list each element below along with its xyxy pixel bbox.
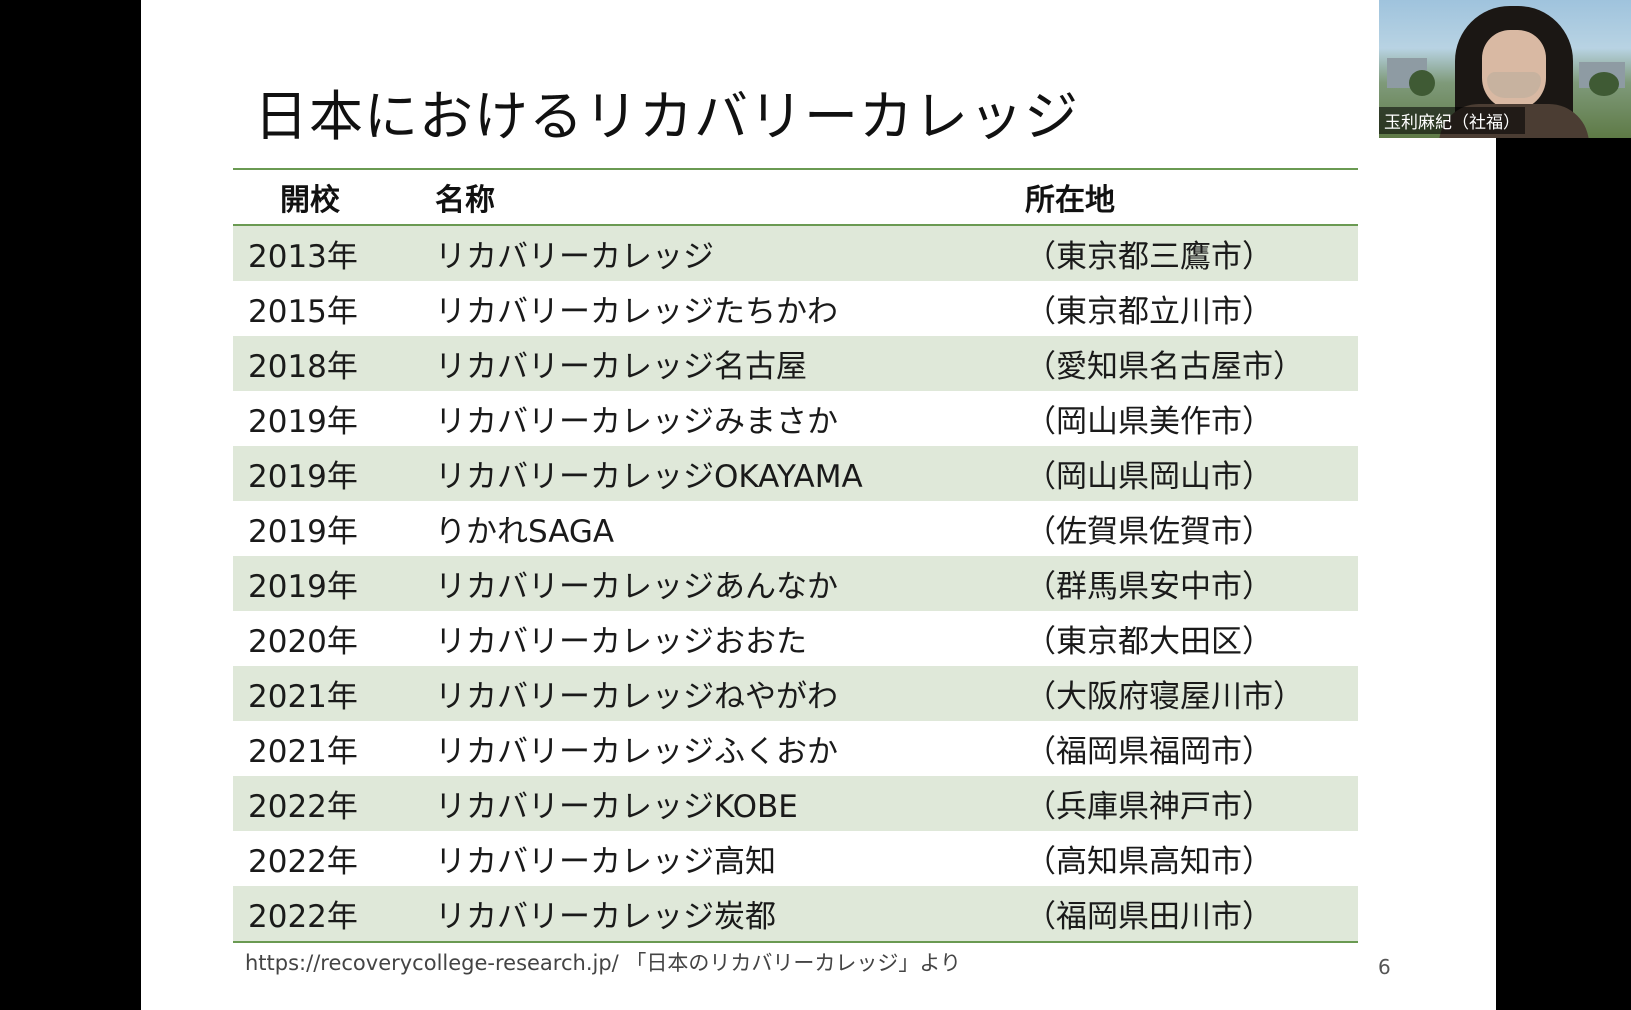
cell-year: 2022年 (233, 886, 435, 942)
cell-name: リカバリーカレッジKOBE (435, 776, 1025, 831)
cell-name: リカバリーカレッジあんなか (435, 556, 1025, 611)
cell-name: リカバリーカレッジOKAYAMA (435, 446, 1025, 501)
face-mask (1487, 72, 1541, 98)
slide-title: 日本におけるリカバリーカレッジ (254, 85, 1079, 148)
cell-year: 2019年 (233, 556, 435, 611)
presentation-slide: 日本におけるリカバリーカレッジ 開校 名称 所在地 2013年 リカバリーカレッ… (141, 0, 1496, 1010)
header-location: 所在地 (1025, 169, 1358, 226)
cell-location: （愛知県名古屋市） (1025, 336, 1358, 391)
table-row: 2021年 リカバリーカレッジふくおか （福岡県福岡市） (233, 721, 1358, 776)
participant-name-label: 玉利麻紀（社福） (1379, 107, 1525, 134)
cell-year: 2019年 (233, 501, 435, 556)
cell-year: 2013年 (233, 225, 435, 281)
cell-year: 2018年 (233, 336, 435, 391)
source-citation: https://recoverycollege-research.jp/ 「日本… (245, 951, 961, 975)
cell-location: （岡山県美作市） (1025, 391, 1358, 446)
table-row: 2015年 リカバリーカレッジたちかわ （東京都立川市） (233, 281, 1358, 336)
cell-year: 2015年 (233, 281, 435, 336)
cell-year: 2020年 (233, 611, 435, 666)
table-row: 2018年 リカバリーカレッジ名古屋 （愛知県名古屋市） (233, 336, 1358, 391)
recovery-college-table: 開校 名称 所在地 2013年 リカバリーカレッジ （東京都三鷹市） 2015年… (233, 168, 1358, 943)
cell-location: （大阪府寝屋川市） (1025, 666, 1358, 721)
cell-name: リカバリーカレッジおおた (435, 611, 1025, 666)
cell-location: （東京都三鷹市） (1025, 225, 1358, 281)
cell-name: リカバリーカレッジ炭都 (435, 886, 1025, 942)
cell-year: 2022年 (233, 831, 435, 886)
cell-location: （岡山県岡山市） (1025, 446, 1358, 501)
cell-name: リカバリーカレッジ高知 (435, 831, 1025, 886)
cell-name: リカバリーカレッジふくおか (435, 721, 1025, 776)
cell-location: （福岡県福岡市） (1025, 721, 1358, 776)
cell-year: 2022年 (233, 776, 435, 831)
participant-face (1482, 30, 1546, 110)
table-row: 2019年 りかれSAGA （佐賀県佐賀市） (233, 501, 1358, 556)
cell-year: 2021年 (233, 666, 435, 721)
cell-location: （群馬県安中市） (1025, 556, 1358, 611)
cell-location: （東京都立川市） (1025, 281, 1358, 336)
table-header-row: 開校 名称 所在地 (233, 169, 1358, 226)
cell-year: 2019年 (233, 391, 435, 446)
cell-location: （東京都大田区） (1025, 611, 1358, 666)
cell-year: 2019年 (233, 446, 435, 501)
header-year: 開校 (233, 169, 435, 226)
table-row: 2022年 リカバリーカレッジKOBE （兵庫県神戸市） (233, 776, 1358, 831)
table-row: 2020年 リカバリーカレッジおおた （東京都大田区） (233, 611, 1358, 666)
cell-name: リカバリーカレッジ名古屋 (435, 336, 1025, 391)
cell-name: りかれSAGA (435, 501, 1025, 556)
table-row: 2013年 リカバリーカレッジ （東京都三鷹市） (233, 225, 1358, 281)
background-tree (1589, 72, 1619, 96)
page-number: 6 (1378, 955, 1391, 979)
cell-year: 2021年 (233, 721, 435, 776)
table-row: 2022年 リカバリーカレッジ高知 （高知県高知市） (233, 831, 1358, 886)
cell-name: リカバリーカレッジみまさか (435, 391, 1025, 446)
cell-name: リカバリーカレッジたちかわ (435, 281, 1025, 336)
cell-location: （兵庫県神戸市） (1025, 776, 1358, 831)
table-row: 2019年 リカバリーカレッジあんなか （群馬県安中市） (233, 556, 1358, 611)
header-name: 名称 (435, 169, 1025, 226)
background-tree (1409, 70, 1435, 96)
table-row: 2019年 リカバリーカレッジOKAYAMA （岡山県岡山市） (233, 446, 1358, 501)
participant-video-tile[interactable]: 玉利麻紀（社福） (1379, 0, 1631, 138)
cell-name: リカバリーカレッジねやがわ (435, 666, 1025, 721)
cell-location: （福岡県田川市） (1025, 886, 1358, 942)
table-row: 2019年 リカバリーカレッジみまさか （岡山県美作市） (233, 391, 1358, 446)
cell-location: （高知県高知市） (1025, 831, 1358, 886)
cell-location: （佐賀県佐賀市） (1025, 501, 1358, 556)
table-row: 2022年 リカバリーカレッジ炭都 （福岡県田川市） (233, 886, 1358, 942)
table-row: 2021年 リカバリーカレッジねやがわ （大阪府寝屋川市） (233, 666, 1358, 721)
cell-name: リカバリーカレッジ (435, 225, 1025, 281)
